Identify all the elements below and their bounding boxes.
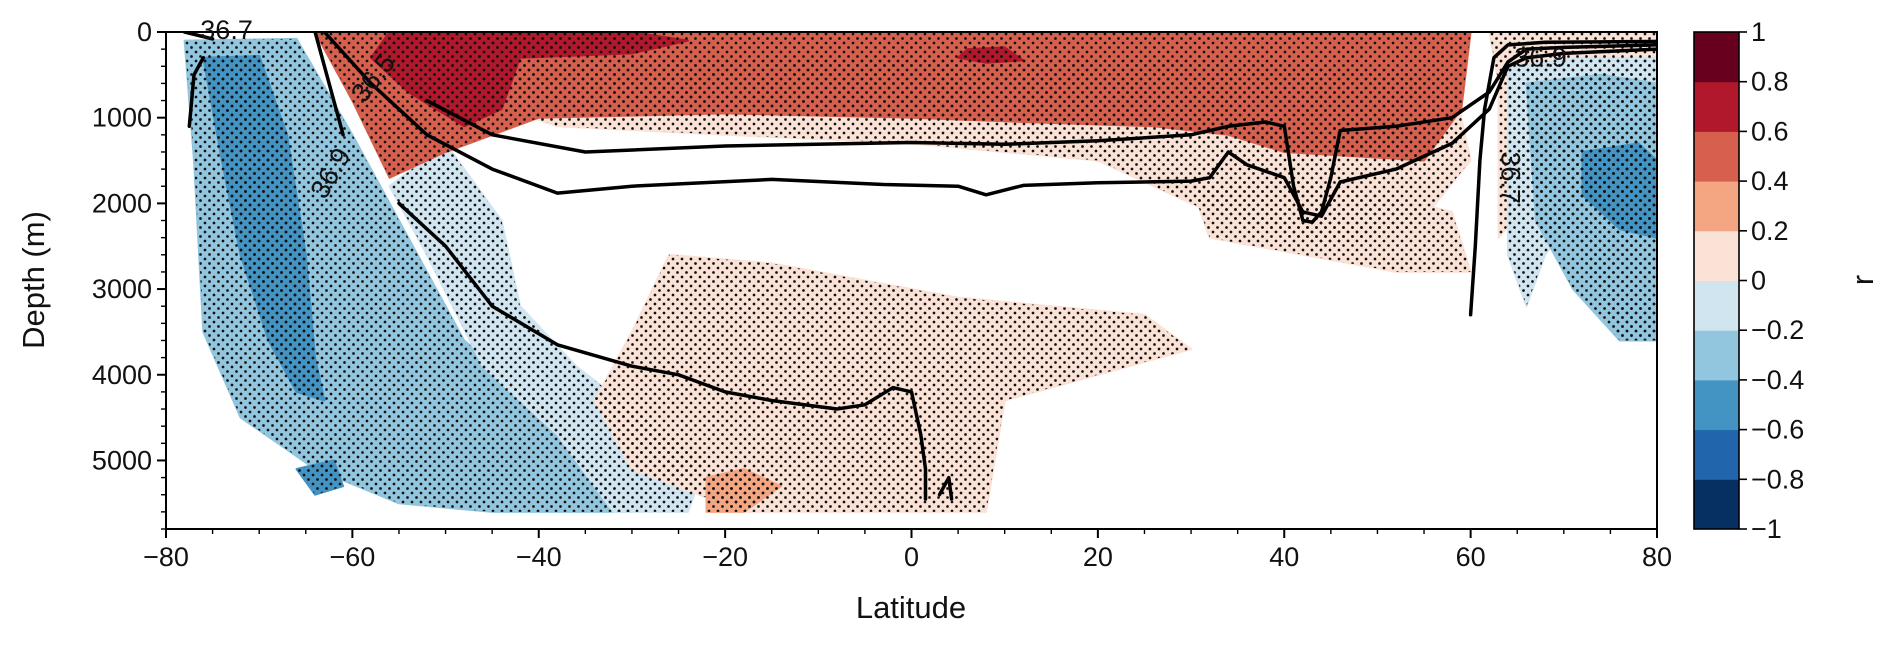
contour-line bbox=[182, 32, 215, 41]
stipple-region bbox=[1582, 143, 1657, 238]
contour-line bbox=[187, 55, 206, 129]
x-axis-label: Latitude bbox=[856, 590, 966, 625]
y-axis-label: Depth (m) bbox=[16, 211, 51, 349]
colorbar-tick-label: 0.2 bbox=[1751, 216, 1789, 246]
colorbar-swatch bbox=[1694, 379, 1739, 431]
x-tick-label: 80 bbox=[1642, 542, 1672, 572]
contour-label-36-9: 36.9 bbox=[1514, 42, 1567, 72]
x-tick-label: 40 bbox=[1269, 542, 1299, 572]
contour-lines bbox=[182, 32, 1657, 501]
contour-label-36-7: 36.7 bbox=[1495, 151, 1525, 204]
colorbar-tick-label: 0.6 bbox=[1751, 116, 1789, 146]
contour-line bbox=[322, 32, 1657, 218]
colorbar-label: r bbox=[1845, 275, 1880, 285]
colorbar-tick-label: 1 bbox=[1751, 17, 1766, 47]
stipple-region bbox=[1526, 74, 1657, 341]
colorbar-tick-label: −0.6 bbox=[1751, 415, 1804, 445]
colorbar-tick-label: 0.4 bbox=[1751, 166, 1789, 196]
colorbar-swatch bbox=[1694, 230, 1739, 281]
axis-labels: Latitude Depth (m) r 36.536.936.936.736.… bbox=[16, 15, 1880, 625]
x-tick-label: −40 bbox=[516, 542, 562, 572]
contour-label-36-7: 36.7 bbox=[200, 15, 253, 45]
stipple-region bbox=[706, 469, 781, 512]
colorbar-swatch bbox=[1694, 429, 1739, 480]
contour-line bbox=[1468, 39, 1657, 317]
colorbar: −1 −0.8 −0.6 −0.4 −0.2 0 0.2 0.4 0.6 0.8 1 bbox=[1693, 17, 1804, 544]
x-tick-label: −60 bbox=[329, 542, 375, 572]
colorbar-swatch bbox=[1694, 280, 1739, 331]
y-tick-label: 3000 bbox=[92, 274, 152, 304]
stipple-region bbox=[315, 32, 1471, 178]
colorbar-swatch bbox=[1694, 330, 1739, 381]
colorbar-swatch bbox=[1694, 32, 1739, 83]
x-tick-label: 60 bbox=[1456, 542, 1486, 572]
x-tick-label: 20 bbox=[1083, 542, 1113, 572]
stipple-region bbox=[594, 254, 1192, 512]
stipple-region bbox=[1191, 177, 1471, 272]
colorbar-swatch bbox=[1694, 479, 1739, 530]
y-tick-label: 1000 bbox=[92, 103, 152, 133]
y-tick-label: 0 bbox=[137, 17, 152, 47]
contour-line bbox=[397, 201, 928, 501]
stipple-region bbox=[203, 56, 325, 401]
y-tick-label: 5000 bbox=[92, 445, 152, 475]
colorbar-swatch bbox=[1694, 131, 1739, 182]
x-tick-label: 0 bbox=[904, 542, 919, 572]
y-tick-label: 4000 bbox=[92, 360, 152, 390]
colorbar-tick-label: −0.8 bbox=[1751, 464, 1804, 494]
colorbar-tick-label: −0.4 bbox=[1751, 365, 1804, 395]
significance-stippling bbox=[184, 32, 1657, 512]
y-tick-label: 2000 bbox=[92, 188, 152, 218]
stipple-region bbox=[296, 460, 344, 495]
x-tick-label: −20 bbox=[702, 542, 748, 572]
colorbar-swatch bbox=[1694, 81, 1739, 132]
stipple-region bbox=[958, 47, 1024, 63]
stipple-region bbox=[371, 32, 688, 127]
colorbar-swatch bbox=[1694, 181, 1739, 232]
colorbar-tick-label: 0 bbox=[1751, 266, 1766, 296]
plot-axes: −80 −60 −40 −20 0 20 40 60 80 0 1000 2000 3000 4000 50… bbox=[92, 17, 1672, 572]
colorbar-tick-label: −1 bbox=[1751, 514, 1782, 544]
contour-line bbox=[937, 475, 954, 501]
contour-line bbox=[313, 32, 345, 137]
x-tick-label: −80 bbox=[143, 542, 189, 572]
colorbar-tick-label: −0.2 bbox=[1751, 315, 1804, 345]
colorbar-tick-label: 0.8 bbox=[1751, 67, 1789, 97]
